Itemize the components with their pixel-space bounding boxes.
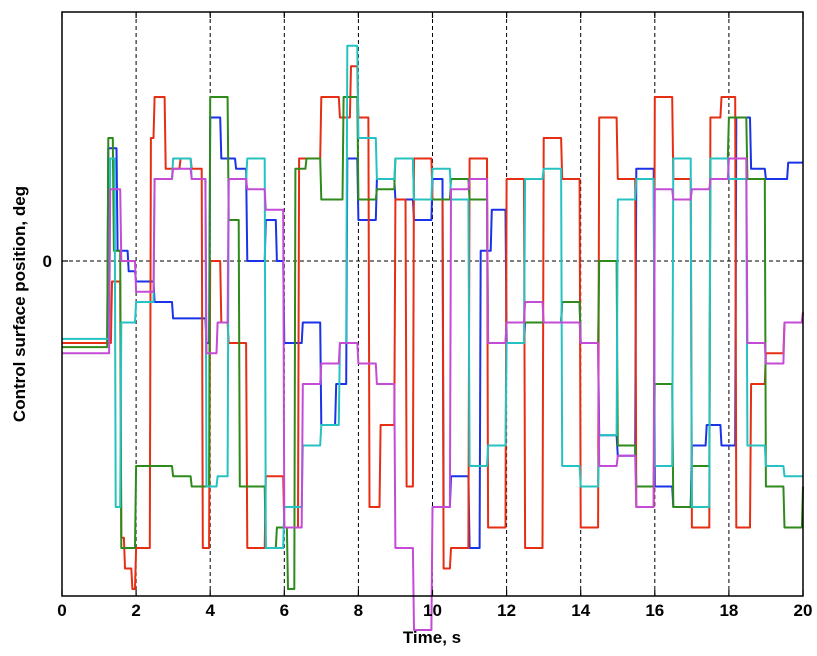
series-lines — [62, 44, 804, 631]
x-tick-label-0: 0 — [57, 601, 66, 620]
x-tick-label-4: 4 — [205, 601, 215, 620]
x-tick-label-16: 16 — [645, 601, 664, 620]
x-tick-label-6: 6 — [280, 601, 289, 620]
x-tick-label-18: 18 — [719, 601, 738, 620]
ticks: 0 2 4 6 8 10 12 14 16 18 20 0 — [43, 12, 813, 620]
x-axis-label: Time, s — [403, 628, 461, 647]
x-tick-label-12: 12 — [497, 601, 516, 620]
series-line-2 — [62, 65, 804, 590]
x-tick-label-20: 20 — [794, 601, 813, 620]
y-axis-label: Control surface position, deg — [10, 186, 29, 422]
x-tick-label-8: 8 — [354, 601, 363, 620]
series-line-5 — [62, 157, 804, 631]
y-tick-label-0: 0 — [43, 252, 52, 271]
x-tick-label-14: 14 — [571, 601, 590, 620]
x-tick-label-10: 10 — [423, 601, 442, 620]
series-line-4 — [62, 44, 803, 549]
x-tick-label-2: 2 — [131, 601, 140, 620]
